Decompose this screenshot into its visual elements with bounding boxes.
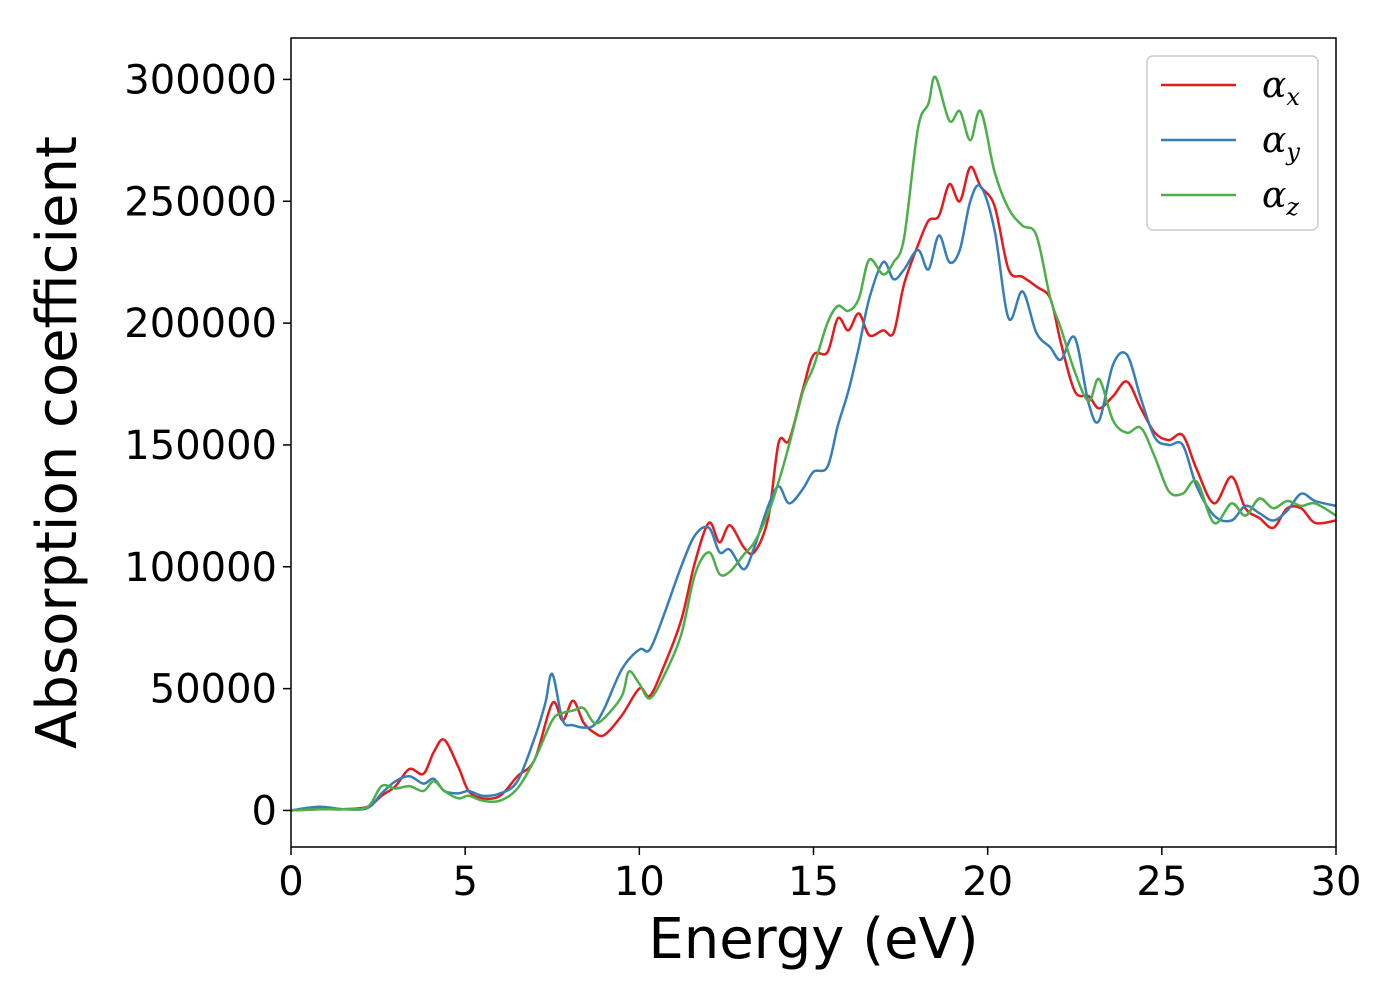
y-tick-label: 250000 [124,179,277,225]
legend-label-z: αz [1262,175,1299,221]
x-tick-label: 25 [1136,859,1187,905]
y-tick-label: 300000 [124,57,277,103]
y-tick-label: 150000 [124,423,277,469]
x-tick-label: 5 [452,859,477,905]
y-tick-label: 0 [252,788,277,834]
legend-label-x: αx [1262,65,1300,111]
legend: αx αy αz [1146,55,1319,231]
x-tick-label: 0 [278,859,303,905]
x-tick-label: 10 [614,859,665,905]
y-axis-title: Absorption coefficient [25,136,90,749]
legend-box [1146,55,1319,231]
plot-lines [291,75,1336,812]
series-line-z [291,75,1336,812]
y-tick-label: 100000 [124,545,277,591]
x-tick-label: 15 [788,859,839,905]
y-axis-ticks: 0 50000 100000 150000 200000 250000 300000 [124,57,291,834]
x-axis-title: Energy (eV) [648,907,978,972]
x-axis-ticks: 0 5 10 15 20 25 30 [278,847,1361,905]
legend-label-y: αy [1262,120,1300,166]
y-tick-label: 200000 [124,301,277,347]
series-line-y [291,184,1336,812]
y-tick-label: 50000 [150,667,277,713]
x-tick-label: 30 [1311,859,1362,905]
series-line-x [291,165,1336,812]
x-tick-label: 20 [962,859,1013,905]
